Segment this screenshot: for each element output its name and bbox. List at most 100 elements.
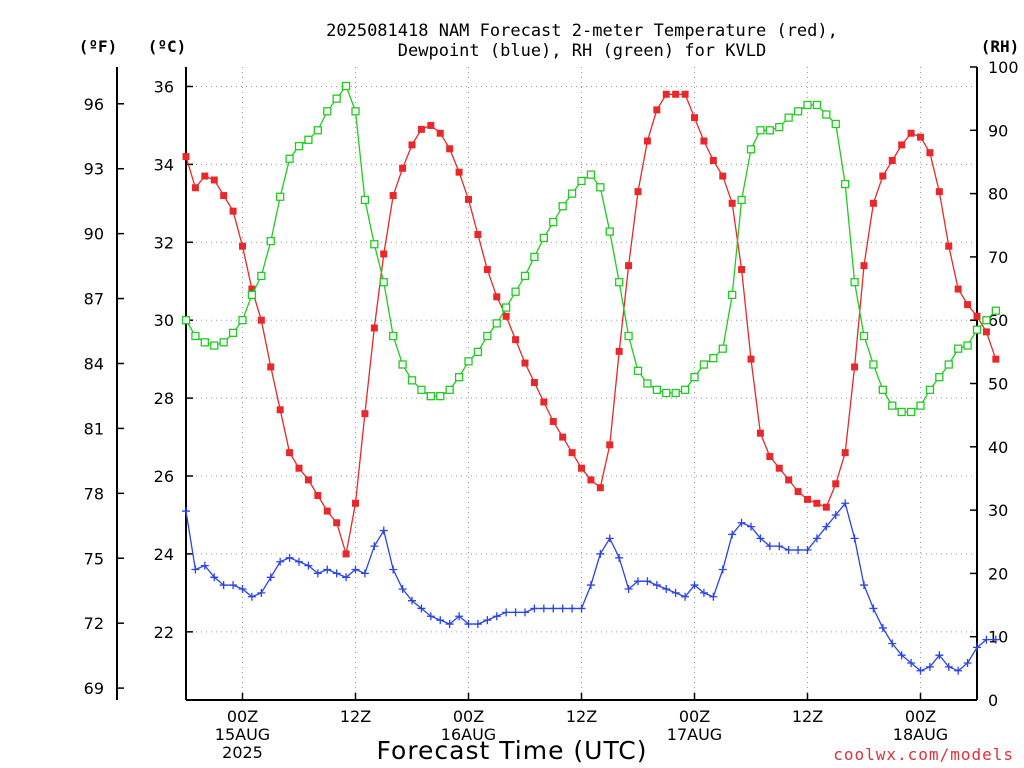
rh-point (492, 319, 501, 328)
temperature-point (483, 266, 491, 274)
temperature-point (634, 188, 642, 196)
dewpoint-point (925, 662, 934, 671)
rh-point (351, 107, 360, 116)
temperature-point (191, 184, 199, 192)
temperature-point (587, 476, 595, 484)
dewpoint-point (266, 573, 275, 582)
temperature-point (954, 285, 962, 293)
temperature-point (276, 406, 284, 414)
rh-point (285, 154, 294, 163)
temperature-point (295, 464, 303, 472)
dewpoint-point (313, 569, 322, 578)
temperature-point (643, 137, 651, 145)
temperature-point (747, 355, 755, 363)
fahrenheit-unit-label: (ºF) (79, 37, 118, 56)
rh-tick-label: 70 (988, 248, 1008, 267)
dewpoint-point (379, 526, 388, 535)
x-tick-label: 17AUG (667, 725, 722, 744)
dewpoint-point (756, 534, 765, 543)
dewpoint-point (973, 643, 981, 652)
rh-point (247, 290, 257, 300)
dewpoint-point (360, 569, 369, 578)
temperature-point (596, 484, 604, 492)
temperature-point (352, 499, 359, 507)
rh-point (181, 316, 191, 325)
rh-point (294, 141, 304, 151)
rh-point (417, 385, 426, 394)
temperature-point (257, 316, 265, 324)
rh-point (257, 271, 266, 281)
dewpoint-point (408, 596, 416, 605)
rh-point (925, 385, 935, 394)
temperature-point (502, 312, 510, 320)
rh-point (454, 373, 464, 382)
dewpoint-point (878, 623, 887, 632)
celsius-tick-label: 30 (154, 311, 174, 330)
rh-point (671, 388, 680, 398)
temperature-point (323, 507, 331, 515)
temperature-point (201, 172, 209, 180)
celsius-tick-label: 24 (154, 545, 174, 564)
dewpoint-point (558, 604, 567, 613)
x-axis-label: Forecast Time (UTC) (377, 736, 648, 765)
dewpoint-point (332, 569, 341, 578)
fahrenheit-tick-label: 78 (84, 484, 104, 503)
temperature-point (267, 363, 275, 371)
temperature-point (493, 293, 501, 301)
x-tick-label: 12Z (792, 707, 823, 726)
rh-point (370, 240, 379, 249)
dewpoint-point (539, 604, 548, 613)
temperature-point (436, 129, 444, 137)
rh-point (859, 331, 869, 341)
dewpoint-point (577, 604, 586, 613)
dewpoint-point (238, 584, 247, 593)
x-tick-label: 00Z (227, 707, 258, 726)
rh-tick-label: 100 (988, 58, 1019, 77)
x-tick-label: 12Z (340, 707, 371, 726)
temperature-point (530, 379, 538, 387)
dewpoint-point (860, 581, 868, 590)
rh-point (982, 316, 991, 325)
dewpoint-point (765, 542, 774, 551)
rh-point (530, 252, 539, 262)
celsius-tick-label: 32 (154, 233, 174, 252)
dewpoint-point (822, 522, 831, 531)
rh-point (210, 341, 219, 350)
x-tick-label: 00Z (679, 707, 710, 726)
temperature-point (926, 149, 934, 157)
chart-title-line-2: Dewpoint (blue), RH (green) for KVLD (398, 41, 766, 61)
temperature-point (615, 347, 623, 355)
temperature-point (964, 301, 972, 309)
dewpoint-point (954, 666, 963, 675)
rh-point (963, 341, 972, 350)
rh-point (633, 366, 643, 375)
fahrenheit-tick-label: 69 (84, 679, 104, 698)
dewpoint-point (530, 604, 539, 613)
temperature-point (756, 429, 764, 437)
rh-tick-label: 30 (988, 501, 1008, 520)
rh-point (539, 233, 548, 243)
temperature-point (672, 90, 680, 98)
dewpoint-point (596, 549, 605, 558)
dewpoint-point (219, 581, 228, 590)
dewpoint-point (671, 588, 680, 597)
temperature-point (304, 476, 312, 484)
temperature-point (465, 195, 472, 203)
dewpoint-point (351, 565, 360, 574)
source-credit: coolwx.com/models (833, 745, 1014, 764)
rh-point (304, 135, 313, 144)
dewpoint-point (812, 534, 821, 543)
fahrenheit-tick-label: 96 (84, 95, 104, 114)
temperature-point (380, 250, 388, 258)
temperature-point (568, 449, 576, 457)
celsius-tick-label: 28 (154, 389, 174, 408)
rh-point (266, 236, 275, 246)
rh-point (869, 360, 878, 369)
rh-point (841, 179, 850, 189)
temperature-point (841, 449, 849, 457)
dewpoint-point (342, 573, 351, 582)
temperature-point (804, 495, 811, 503)
rh-tick-label: 80 (988, 185, 1008, 204)
